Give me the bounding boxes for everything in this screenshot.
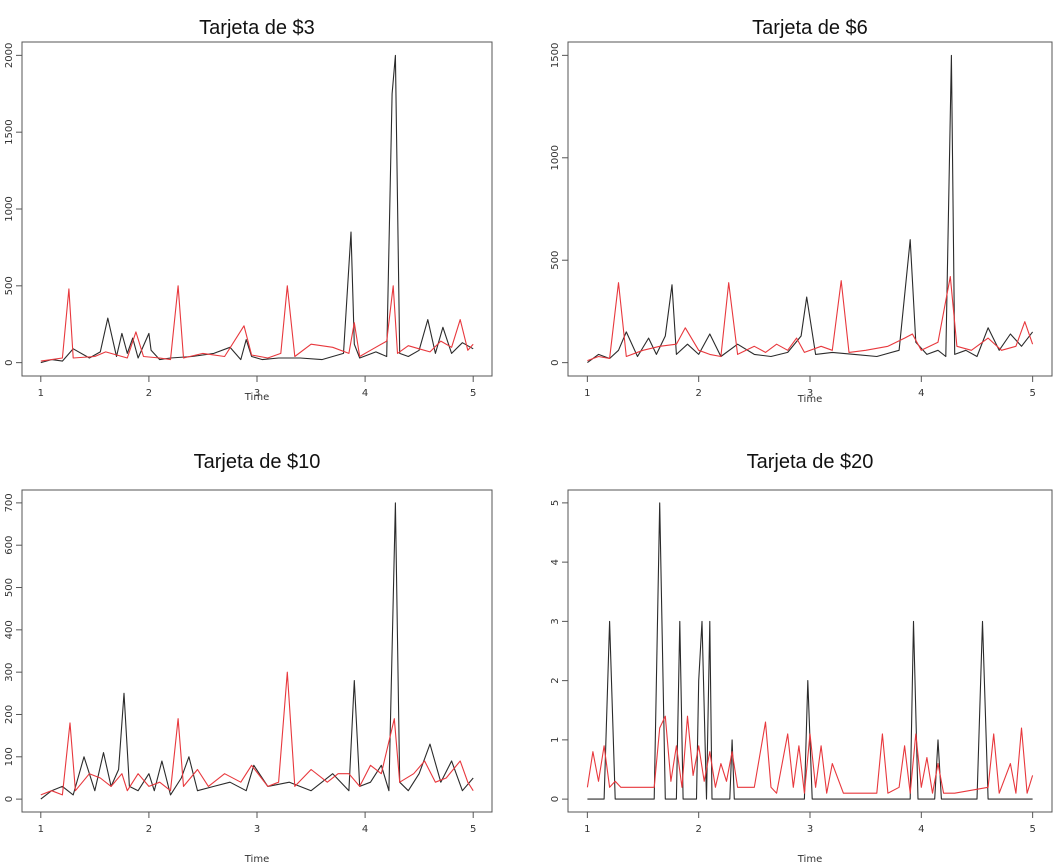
x-tick-label: 4: [362, 388, 368, 399]
y-tick-label: 500: [4, 578, 15, 597]
plot-frame: [567, 41, 1053, 377]
y-tick-label: 0: [550, 796, 561, 802]
y-tick-label: 100: [4, 747, 15, 766]
y-tick-label: 1: [550, 737, 561, 743]
plot-frame: [21, 489, 493, 813]
x-tick-label: 1: [38, 388, 44, 399]
chart-title: Tarjeta de $6: [752, 17, 868, 39]
x-tick-label: 1: [38, 824, 44, 835]
plot-frame: [567, 489, 1053, 813]
y-tick-label: 1500: [550, 43, 561, 68]
series-line-red: [40, 671, 474, 796]
y-tick-label: 3: [550, 618, 561, 624]
y-tick-label: 700: [4, 493, 15, 512]
chart-panel-2: Tarjeta de $6 0 500 1000 1500 1 2 3 4 5 Time: [550, 17, 1053, 405]
y-tick-label: 1500: [4, 119, 15, 144]
y-tick-label: 0: [4, 796, 15, 802]
x-tick-label: 2: [146, 388, 152, 399]
y-tick-label: 4: [550, 559, 561, 565]
x-tick-label: 2: [695, 824, 701, 835]
series-line-black: [587, 502, 1033, 800]
x-axis-label: Time: [244, 854, 269, 865]
chart-title: Tarjeta de $10: [194, 451, 321, 473]
chart-title: Tarjeta de $3: [199, 17, 315, 39]
x-tick-label: 5: [470, 388, 476, 399]
x-tick-label: 3: [254, 824, 260, 835]
y-tick-label: 0: [550, 359, 561, 365]
x-tick-label: 2: [146, 824, 152, 835]
series-line-red: [587, 276, 1034, 362]
x-tick-label: 3: [254, 388, 260, 399]
x-axis-label: Time: [797, 394, 822, 405]
y-tick-label: 2: [550, 677, 561, 683]
y-tick-label: 200: [4, 705, 15, 724]
x-tick-label: 2: [695, 388, 701, 399]
x-tick-label: 5: [1029, 824, 1035, 835]
x-tick-label: 4: [918, 388, 924, 399]
y-tick-label: 600: [4, 536, 15, 555]
chart-title: Tarjeta de $20: [747, 451, 874, 473]
chart-panel-3: Tarjeta de $10 0 100 200 300 400 500 600 700 1 2 3 4…: [4, 451, 493, 865]
chart-panel-4: Tarjeta de $20 0 1 2 3 4 5 1 2 3 4 5 Time: [550, 451, 1053, 865]
x-tick-label: 5: [470, 824, 476, 835]
series-line-red: [40, 285, 474, 362]
y-tick-label: 400: [4, 620, 15, 639]
series-line-black: [587, 54, 1034, 364]
series-line-red: [586, 715, 1034, 794]
y-tick-label: 500: [550, 251, 561, 270]
plot-frame: [21, 41, 493, 377]
x-axis-label: Time: [244, 392, 269, 403]
x-axis-label: Time: [797, 854, 822, 865]
x-tick-label: 5: [1029, 388, 1035, 399]
y-tick-label: 2000: [4, 43, 15, 68]
y-tick-label: 0: [4, 359, 15, 365]
y-tick-label: 300: [4, 663, 15, 682]
series-line-black: [40, 502, 474, 800]
y-tick-label: 1000: [550, 145, 561, 170]
x-tick-label: 3: [807, 824, 813, 835]
x-tick-label: 4: [362, 824, 368, 835]
series-line-black: [40, 54, 474, 364]
x-tick-label: 1: [584, 388, 590, 399]
y-tick-label: 5: [550, 500, 561, 506]
x-tick-label: 4: [918, 824, 924, 835]
y-tick-label: 500: [4, 276, 15, 295]
x-tick-label: 1: [584, 824, 590, 835]
chart-panel-1: Tarjeta de $3 0 500 1000 1500 2000 1 2 3 4 5 Time: [4, 17, 493, 403]
y-tick-label: 1000: [4, 196, 15, 221]
x-tick-label: 3: [807, 388, 813, 399]
